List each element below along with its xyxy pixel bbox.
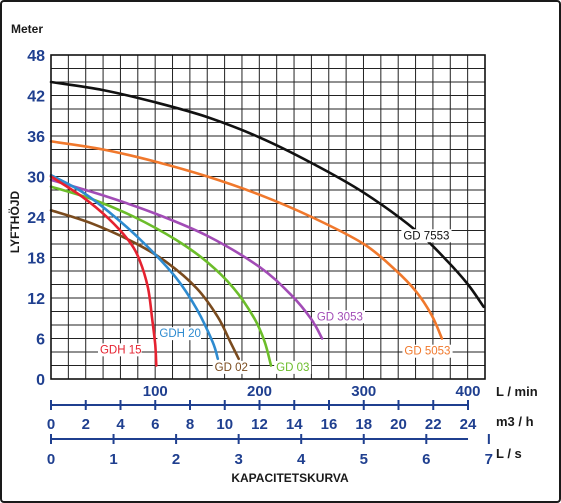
x-tick-label: 16 — [321, 416, 338, 433]
x-tick-label: 1 — [109, 451, 117, 468]
x-tick-label: 10 — [216, 416, 233, 433]
series-label-gd-3053: GD 3053 — [317, 311, 363, 323]
x-tick-label: 20 — [390, 416, 407, 433]
series-label-bg-gd-3053 — [314, 310, 366, 324]
y-tick-label: 18 — [27, 251, 45, 268]
x-tick-label: 400 — [455, 383, 480, 400]
x-axis-2: 0 2 4 6 8 10 12 14 16 18 20 22 24 m3 / h — [47, 400, 534, 433]
series-label-bg-gdh-20 — [157, 327, 202, 341]
x-axis-unit: L / s — [496, 446, 522, 461]
series-lines — [49, 80, 485, 367]
plot-border — [50, 54, 486, 380]
x-axis-unit: L / min — [496, 384, 538, 399]
x-tick-label: 24 — [460, 416, 477, 433]
y-tick-label: 42 — [27, 89, 45, 106]
x-tick-label: 6 — [422, 451, 430, 468]
series-line-gd-02 — [49, 209, 240, 361]
x-axis-title: KAPACITETSKURVA — [231, 471, 349, 485]
grid — [51, 55, 485, 379]
series-label-gd-02: GD 02 — [215, 362, 248, 374]
series-line-gd-03 — [49, 185, 273, 367]
y-unit-label: Meter — [11, 22, 43, 36]
x-tick-label: 4 — [116, 416, 125, 433]
x-tick-label: 7 — [485, 451, 493, 468]
x-axis-unit: m3 / h — [496, 414, 534, 429]
x-tick-label: 0 — [47, 416, 55, 433]
x-tick-label: 22 — [425, 416, 442, 433]
series-label-gdh-15: GDH 15 — [100, 344, 142, 356]
x-tick-label: 100 — [143, 383, 168, 400]
x-axis-1: 100 200 300 400 L / min — [143, 383, 538, 400]
series-line-gd-3053 — [49, 178, 324, 340]
x-tick-label: 200 — [247, 383, 272, 400]
series-label-gd-7553: GD 7553 — [403, 230, 449, 242]
x-tick-label: 5 — [360, 451, 368, 468]
series-label-bg-gd-5053 — [402, 344, 453, 358]
x-tick-label: 4 — [297, 451, 306, 468]
x-tick-label: 14 — [286, 416, 303, 433]
x-tick-label: 6 — [151, 416, 159, 433]
series-label-bg-gdh-15 — [97, 343, 142, 357]
y-tick-label: 6 — [36, 332, 45, 349]
x-tick-label: 12 — [251, 416, 268, 433]
y-axis-title: LYFTHÖJD — [7, 191, 22, 254]
series-line-gd-7553 — [49, 80, 485, 309]
series-labels: GD 7553 GD 5053 GD 3053 GD 03 GD 02 GDH 20 GDH… — [97, 229, 453, 374]
series-label-bg-gd-03 — [274, 360, 312, 374]
x-tick-label: 2 — [82, 416, 90, 433]
y-tick-label: 36 — [27, 129, 45, 146]
series-label-gd-03: GD 03 — [276, 362, 309, 374]
y-tick-label: 0 — [36, 372, 45, 389]
series-label-gdh-20: GDH 20 — [159, 328, 201, 340]
x-tick-label: 2 — [172, 451, 180, 468]
x-tick-label: 3 — [234, 451, 242, 468]
x-tick-label: 300 — [351, 383, 376, 400]
y-tick-label: 48 — [27, 48, 45, 65]
series-label-bg-gd-7553 — [401, 229, 452, 243]
y-tick-label: 24 — [27, 210, 45, 227]
x-tick-label: 0 — [47, 451, 55, 468]
series-label-bg-gd-02 — [212, 360, 250, 374]
y-tick-label: 12 — [27, 291, 45, 308]
y-tick-label: 30 — [27, 170, 45, 187]
series-label-gd-5053: GD 5053 — [404, 346, 450, 358]
series-line-gd-5053 — [49, 140, 444, 340]
x-tick-label: 8 — [186, 416, 194, 433]
series-line-gdh-20 — [49, 173, 220, 361]
x-tick-label: 18 — [355, 416, 372, 433]
series-line-gdh-15 — [49, 175, 158, 367]
